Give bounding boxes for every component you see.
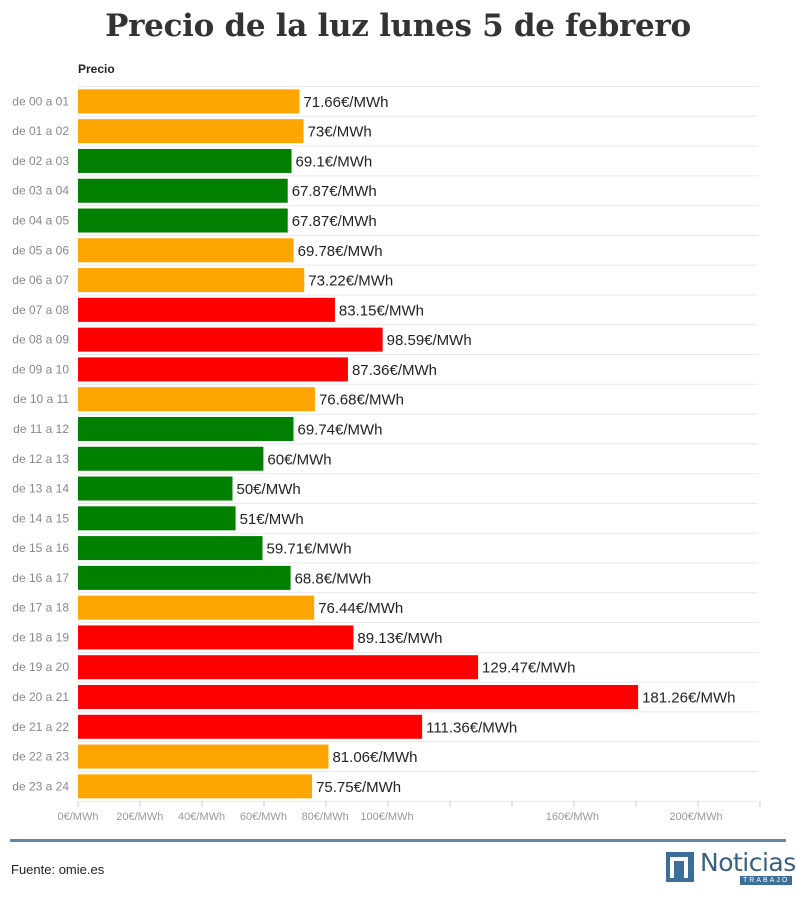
x-tick-label: 80€/MWh — [302, 811, 349, 823]
value-label: 73.22€/MWh — [308, 273, 393, 290]
bar — [78, 178, 288, 203]
value-label: 89.13€/MWh — [357, 630, 442, 647]
category-label: de 17 a 18 — [12, 601, 69, 615]
value-label: 81.06€/MWh — [332, 749, 417, 766]
category-label: de 23 a 24 — [12, 779, 69, 793]
source-note: Fuente: omie.es — [11, 862, 105, 877]
bar — [78, 506, 236, 531]
value-label: 98.59€/MWh — [387, 332, 472, 349]
category-label: de 02 a 03 — [12, 154, 69, 168]
bar — [78, 625, 354, 650]
value-label: 60€/MWh — [267, 451, 331, 468]
bar — [78, 387, 315, 412]
value-label: 87.36€/MWh — [352, 362, 437, 379]
bar — [78, 744, 329, 769]
category-label: de 01 a 02 — [12, 124, 69, 138]
bar — [78, 357, 348, 382]
value-label: 73€/MWh — [308, 124, 372, 141]
value-label: 111.36€/MWh — [426, 719, 517, 736]
category-label: de 20 a 21 — [12, 690, 69, 704]
value-label: 59.71€/MWh — [267, 541, 352, 558]
category-label: de 05 a 06 — [12, 243, 69, 257]
category-label: de 16 a 17 — [12, 571, 69, 585]
category-label: de 08 a 09 — [12, 333, 69, 347]
category-label: de 00 a 01 — [12, 94, 69, 108]
logo-subtitle: TRABAJO — [740, 876, 793, 885]
bar — [78, 476, 233, 501]
bar — [78, 536, 263, 561]
bar — [78, 565, 291, 590]
x-tick-label: 0€/MWh — [58, 811, 99, 823]
bar — [78, 416, 294, 441]
bar — [78, 595, 315, 620]
category-label: de 22 a 23 — [12, 750, 69, 764]
footer-divider — [10, 839, 786, 842]
value-label: 69.78€/MWh — [298, 243, 383, 260]
value-label: 83.15€/MWh — [339, 302, 424, 319]
bar — [78, 774, 313, 799]
value-label: 75.75€/MWh — [316, 779, 401, 796]
bar — [78, 655, 479, 680]
logo-n-icon — [666, 852, 694, 882]
x-tick-label: 200€/MWh — [669, 811, 722, 823]
bar — [78, 297, 335, 322]
category-label: de 13 a 14 — [12, 482, 69, 496]
value-label: 50€/MWh — [237, 481, 301, 498]
category-label: de 19 a 20 — [12, 660, 69, 674]
category-label: de 06 a 07 — [12, 273, 69, 287]
category-label: de 18 a 19 — [12, 630, 69, 644]
bar-chart: Precio 0€/MWh 20€/MWh 40€/MWh 60€/MWh 80€/MWh… — [12, 62, 761, 823]
bar — [78, 119, 304, 144]
value-label: 129.47€/MWh — [482, 660, 575, 677]
value-label: 69.74€/MWh — [297, 421, 382, 438]
value-label: 67.87€/MWh — [292, 183, 377, 200]
category-label: de 07 a 08 — [12, 303, 69, 317]
logo-name: Noticias — [700, 848, 796, 877]
category-label: de 10 a 11 — [13, 392, 69, 406]
category-label: de 12 a 13 — [12, 452, 69, 466]
category-label: de 21 a 22 — [12, 720, 69, 734]
noticias-trabajo-logo: Noticias TRABAJO — [666, 848, 796, 886]
category-label: de 15 a 16 — [12, 541, 69, 555]
x-tick-label: 20€/MWh — [116, 811, 163, 823]
bar — [78, 268, 305, 293]
bar — [78, 89, 300, 114]
value-label: 69.1€/MWh — [296, 153, 373, 170]
bar — [78, 327, 383, 352]
x-tick-label: 40€/MWh — [178, 811, 225, 823]
bar — [78, 208, 288, 233]
category-label: de 09 a 10 — [12, 362, 69, 376]
bar — [78, 684, 639, 709]
category-label: de 04 a 05 — [12, 214, 69, 228]
value-label: 76.44€/MWh — [318, 600, 403, 617]
bar — [78, 446, 264, 471]
category-label: de 14 a 15 — [12, 511, 69, 525]
bar — [78, 148, 292, 173]
bar — [78, 714, 423, 739]
category-label: de 03 a 04 — [12, 184, 69, 198]
x-tick-label: 160€/MWh — [546, 811, 599, 823]
x-tick-label: 60€/MWh — [240, 811, 287, 823]
value-label: 181.26€/MWh — [642, 689, 735, 706]
value-label: 76.68€/MWh — [319, 392, 404, 409]
value-label: 51€/MWh — [240, 511, 304, 528]
column-header: Precio — [78, 62, 115, 76]
value-label: 67.87€/MWh — [292, 213, 377, 230]
chart-title: Precio de la luz lunes 5 de febrero — [105, 8, 691, 44]
bar — [78, 238, 294, 263]
category-label: de 11 a 12 — [13, 422, 69, 436]
value-label: 71.66€/MWh — [303, 94, 388, 111]
value-label: 68.8€/MWh — [295, 570, 372, 587]
x-tick-label: 100€/MWh — [360, 811, 413, 823]
